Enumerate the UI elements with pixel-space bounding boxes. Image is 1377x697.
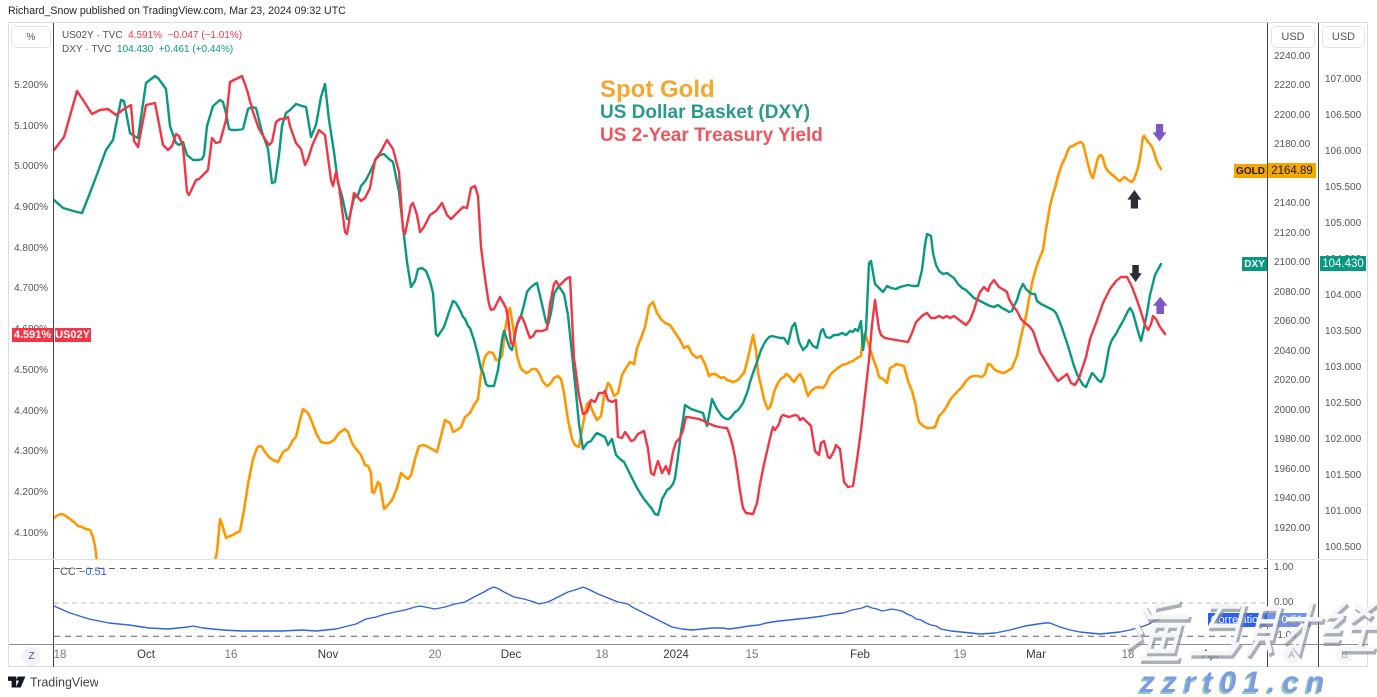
svg-text:TradingView: TradingView [30, 676, 98, 690]
